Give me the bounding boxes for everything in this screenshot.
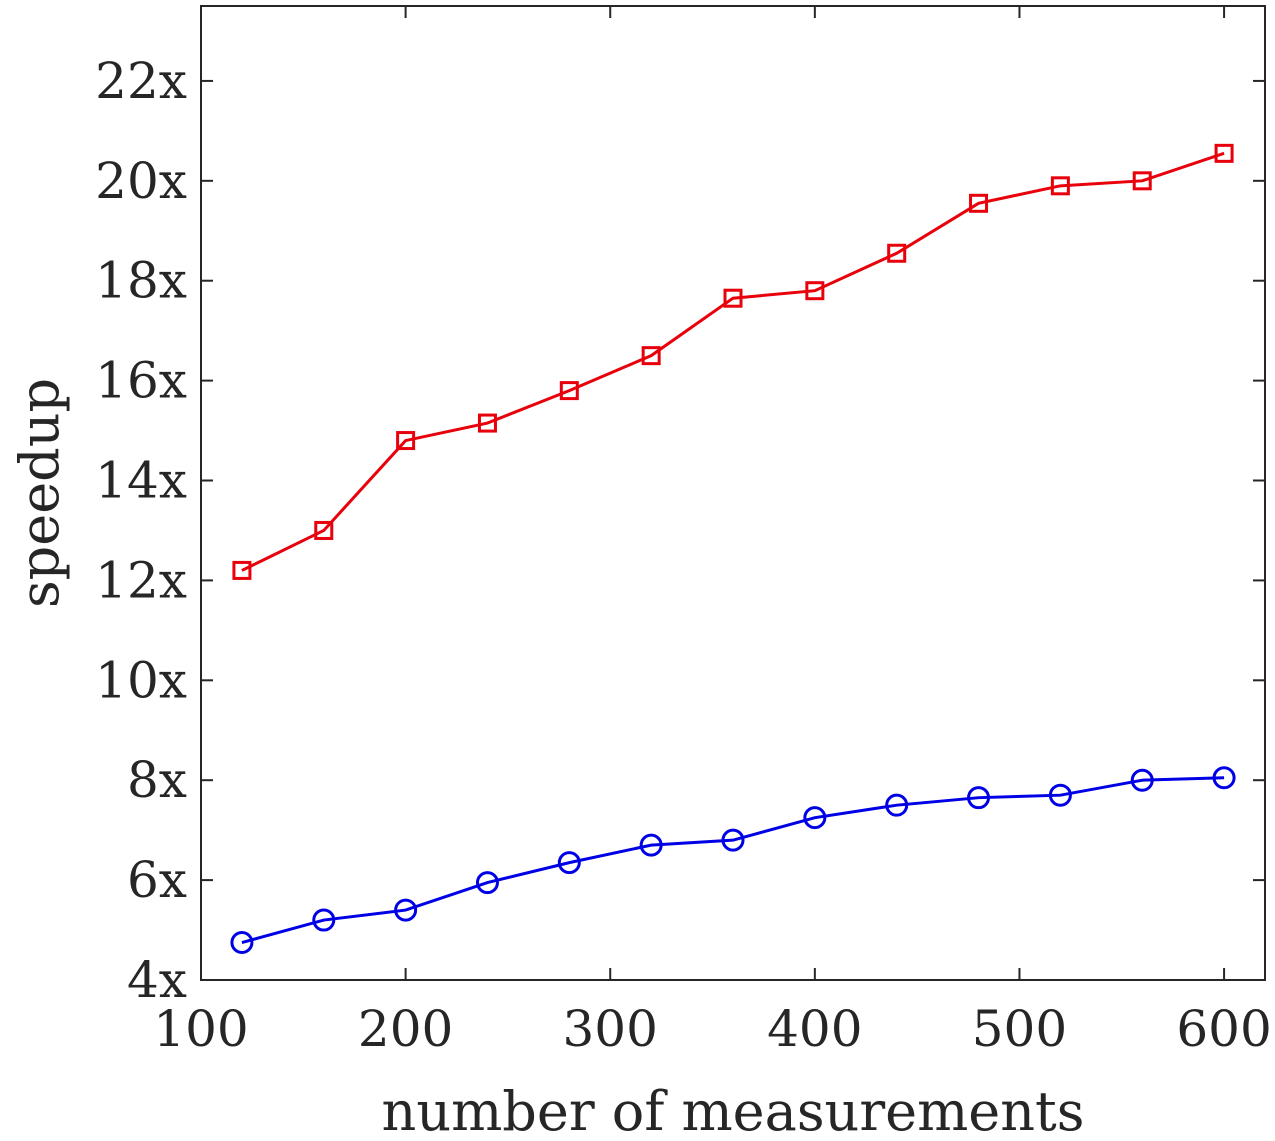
data-point-square <box>887 243 907 263</box>
data-point-circle <box>394 898 418 922</box>
data-point-circle <box>312 908 336 932</box>
x-tick-label: 400 <box>767 1000 862 1058</box>
series-0 <box>232 143 1234 580</box>
y-tick-label: 6x <box>127 851 187 909</box>
data-point-circle <box>557 851 581 875</box>
data-point-square <box>396 431 416 451</box>
data-point-square <box>232 560 252 580</box>
data-point-square <box>641 346 661 366</box>
plot-frame <box>200 5 1266 981</box>
y-tick-label: 10x <box>95 651 187 709</box>
y-axis-label: speedup <box>8 378 71 608</box>
data-point-circle <box>230 931 254 955</box>
x-tick-label: 200 <box>358 1000 453 1058</box>
y-tick-label: 18x <box>95 252 187 310</box>
x-tick-label: 300 <box>563 1000 658 1058</box>
data-point-square <box>559 381 579 401</box>
data-point-circle <box>803 806 827 830</box>
y-tick-label: 22x <box>95 52 187 110</box>
y-tick-label: 4x <box>127 951 187 1009</box>
data-point-square <box>723 288 743 308</box>
y-axis-ticks: 4x 6x 8x 10x 12x 14x 16x 18x 20x 22x <box>95 52 1265 1009</box>
x-axis-label: number of measurements <box>382 1080 1085 1141</box>
series-line <box>241 151 1225 572</box>
x-axis-ticks: 100 200 300 400 500 600 <box>153 6 1272 1058</box>
data-point-square <box>314 520 334 540</box>
data-point-square <box>477 413 497 433</box>
x-tick-label: 100 <box>153 1000 248 1058</box>
data-point-circle <box>967 786 991 810</box>
x-tick-label: 600 <box>1176 1000 1271 1058</box>
data-point-square <box>969 193 989 213</box>
series-1 <box>230 766 1236 955</box>
data-point-square <box>1214 143 1234 163</box>
y-tick-label: 16x <box>95 352 187 410</box>
y-tick-label: 14x <box>95 452 187 510</box>
data-point-circle <box>885 793 909 817</box>
y-tick-label: 8x <box>127 751 187 809</box>
y-tick-label: 12x <box>95 551 187 609</box>
data-point-circle <box>639 833 663 857</box>
data-point-square <box>1050 176 1070 196</box>
data-point-circle <box>1048 783 1072 807</box>
data-point-circle <box>1130 768 1154 792</box>
data-point-square <box>1132 171 1152 191</box>
data-point-square <box>805 281 825 301</box>
data-point-circle <box>721 828 745 852</box>
data-point-circle <box>475 871 499 895</box>
plot-marks <box>230 143 1236 955</box>
data-point-circle <box>1212 766 1236 790</box>
x-tick-label: 500 <box>972 1000 1067 1058</box>
y-tick-label: 20x <box>95 152 187 210</box>
series-line <box>241 776 1225 944</box>
